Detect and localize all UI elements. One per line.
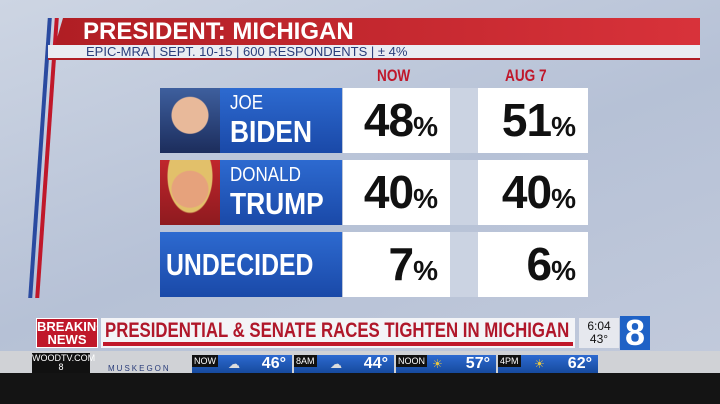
poll-info: EPIC-MRA | SEPT. 10-15 | 600 RESPONDENTS… bbox=[86, 44, 408, 59]
temp: 57° bbox=[465, 355, 490, 372]
unit: % bbox=[413, 255, 438, 286]
station-logo: 8 bbox=[620, 315, 650, 351]
value: 6 bbox=[526, 238, 553, 290]
first-name: DONALD bbox=[230, 164, 301, 186]
weather-4pm: 4PM ☀ 62° bbox=[498, 355, 598, 373]
weather-noon: NOON ☀ 57° bbox=[396, 355, 496, 373]
biden-name: JOE BIDEN bbox=[220, 88, 342, 153]
unit: % bbox=[551, 255, 576, 286]
trump-photo bbox=[160, 160, 220, 225]
time: 6:04 bbox=[587, 319, 611, 333]
first-name: JOE bbox=[230, 92, 264, 114]
unit: % bbox=[551, 183, 576, 214]
last-name: BIDEN bbox=[230, 114, 312, 149]
biden-aug7: 51% bbox=[478, 88, 588, 153]
temp: 44° bbox=[363, 355, 388, 372]
woodtv-logo: WOODTV.COM 8 bbox=[32, 353, 96, 373]
value: 40 bbox=[501, 166, 552, 218]
value: 51 bbox=[501, 94, 552, 146]
value: 7 bbox=[388, 238, 415, 290]
label: 4PM bbox=[498, 355, 521, 367]
letterbox bbox=[0, 373, 720, 404]
weather-8am: 8AM ☁ 44° bbox=[294, 355, 394, 373]
label: NOON bbox=[396, 355, 427, 367]
breaking-news-badge: BREAKING NEWS bbox=[36, 318, 98, 348]
sun-icon: ☀ bbox=[432, 357, 443, 371]
value: 40 bbox=[363, 166, 414, 218]
subtitle-bar: EPIC-MRA | SEPT. 10-15 | 600 RESPONDENTS… bbox=[48, 45, 700, 60]
label: NOW bbox=[192, 355, 218, 367]
unit: % bbox=[551, 111, 576, 142]
city-name: MUSKEGON bbox=[108, 364, 171, 373]
partly-cloudy-icon: ☁ bbox=[228, 357, 240, 371]
sun-icon: ☀ bbox=[534, 357, 545, 371]
divider bbox=[450, 232, 478, 297]
clock-temp: 6:04 43° bbox=[579, 318, 619, 348]
trump-now: 40% bbox=[343, 160, 450, 225]
biden-photo bbox=[160, 88, 220, 153]
undecided-label: UNDECIDED bbox=[160, 232, 342, 297]
column-aug7: AUG 7 bbox=[505, 66, 547, 85]
unit: % bbox=[413, 183, 438, 214]
last-name: TRUMP bbox=[230, 186, 324, 221]
temp: 46° bbox=[261, 355, 286, 372]
headline-underline bbox=[103, 342, 573, 346]
weather-now: NOW ☁ 46° bbox=[192, 355, 292, 373]
headline: PRESIDENTIAL & SENATE RACES TIGHTEN IN M… bbox=[105, 319, 570, 342]
undecided-now: 7% bbox=[343, 232, 450, 297]
trump-name: DONALD TRUMP bbox=[220, 160, 342, 225]
label: 8AM bbox=[294, 355, 317, 367]
value: 48 bbox=[363, 94, 414, 146]
unit: % bbox=[413, 111, 438, 142]
undecided-aug7: 6% bbox=[478, 232, 588, 297]
label: UNDECIDED bbox=[166, 247, 314, 282]
divider bbox=[450, 88, 478, 153]
page-title: PRESIDENT: MICHIGAN bbox=[83, 18, 354, 45]
header-bar: PRESIDENT: MICHIGAN bbox=[55, 18, 700, 45]
trump-aug7: 40% bbox=[478, 160, 588, 225]
temp: 62° bbox=[567, 355, 592, 372]
column-now: NOW bbox=[377, 66, 411, 85]
divider bbox=[450, 160, 478, 225]
partly-cloudy-icon: ☁ bbox=[330, 357, 342, 371]
headline-bar: PRESIDENTIAL & SENATE RACES TIGHTEN IN M… bbox=[101, 318, 575, 348]
biden-now: 48% bbox=[343, 88, 450, 153]
temperature: 43° bbox=[589, 332, 609, 346]
